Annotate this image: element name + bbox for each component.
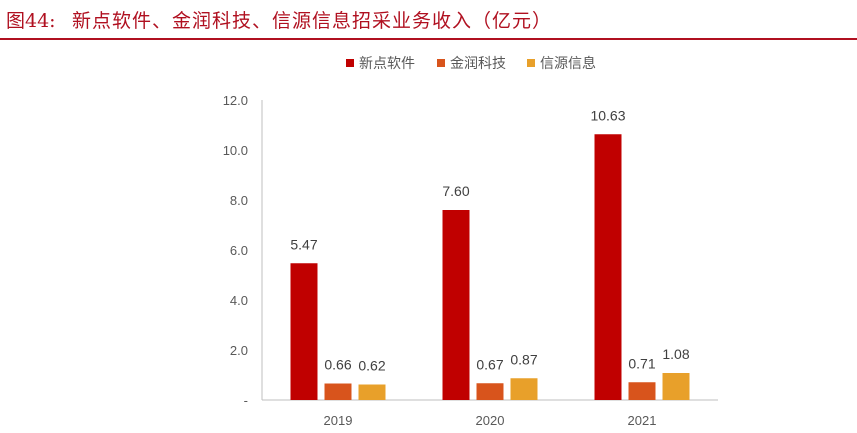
x-tick-label: 2019 bbox=[324, 413, 353, 428]
y-tick-label: 12.0 bbox=[223, 93, 248, 108]
y-tick-label: 10.0 bbox=[223, 143, 248, 158]
data-label: 0.87 bbox=[510, 351, 537, 367]
bar bbox=[290, 263, 318, 400]
bar bbox=[594, 134, 622, 400]
legend-swatch bbox=[437, 59, 445, 67]
data-label: 7.60 bbox=[442, 183, 469, 199]
figure-number: 图44: bbox=[6, 10, 56, 32]
legend-label: 金润科技 bbox=[450, 56, 506, 72]
y-tick-label: 6.0 bbox=[230, 243, 248, 258]
data-label: 0.67 bbox=[476, 356, 503, 372]
y-tick-label: 4.0 bbox=[230, 293, 248, 308]
legend-label: 信源信息 bbox=[540, 55, 596, 72]
bar bbox=[358, 384, 386, 400]
data-label: 0.71 bbox=[628, 355, 655, 371]
bar bbox=[662, 373, 690, 400]
bar bbox=[324, 383, 352, 400]
data-label: 5.47 bbox=[290, 236, 317, 252]
bar bbox=[628, 382, 656, 400]
y-tick-label: 2.0 bbox=[230, 343, 248, 358]
legend-swatch bbox=[346, 59, 354, 67]
bar bbox=[442, 210, 470, 400]
data-label: 0.62 bbox=[358, 358, 385, 374]
title-divider bbox=[0, 38, 857, 40]
legend-swatch bbox=[527, 59, 535, 67]
figure-title: 新点软件、金润科技、信源信息招采业务收入（亿元） bbox=[72, 10, 553, 32]
bar bbox=[510, 378, 538, 400]
x-tick-label: 2021 bbox=[628, 413, 657, 428]
figure-header: 图44: 新点软件、金润科技、信源信息招采业务收入（亿元） bbox=[0, 0, 857, 40]
data-label: 0.66 bbox=[324, 357, 351, 373]
bar bbox=[476, 383, 504, 400]
x-tick-label: 2020 bbox=[476, 413, 505, 428]
y-tick-label: - bbox=[244, 393, 248, 408]
y-tick-label: 8.0 bbox=[230, 193, 248, 208]
data-label: 1.08 bbox=[662, 346, 689, 362]
legend-label: 新点软件 bbox=[359, 56, 415, 72]
data-label: 10.63 bbox=[590, 107, 625, 123]
